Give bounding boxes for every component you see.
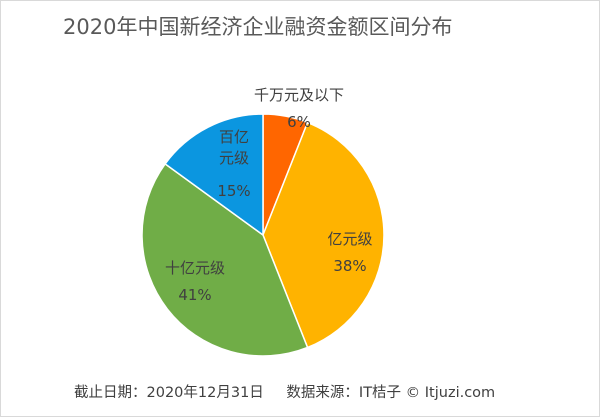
slice-value-label-1: 6%	[287, 113, 311, 131]
chart-title: 2020年中国新经济企业融资金额区间分布	[63, 15, 453, 39]
slice-name-label-3: 十亿元级	[165, 259, 225, 277]
slice-value-label-2: 38%	[333, 257, 366, 275]
slice-name-label-4: 百亿	[219, 128, 249, 146]
pie-slice-3	[141, 162, 309, 357]
chart-footer: 截止日期：2020年12月31日 数据来源：IT桔子 © Itjuzi.com	[74, 381, 513, 402]
pie-slice-4	[164, 113, 264, 237]
slice-value-label-4: 15%	[217, 182, 250, 200]
source-note: 数据来源：IT桔子 © Itjuzi.com	[286, 385, 496, 401]
slice-name-label-1: 千万元及以下	[254, 86, 344, 104]
slice-name-label-2: 亿元级	[327, 230, 372, 248]
slice-name-label-4: 元级	[219, 149, 249, 167]
date-note: 截止日期：2020年12月31日	[74, 385, 264, 401]
pie-slice-2	[262, 121, 385, 349]
slice-value-label-3: 41%	[178, 286, 211, 304]
